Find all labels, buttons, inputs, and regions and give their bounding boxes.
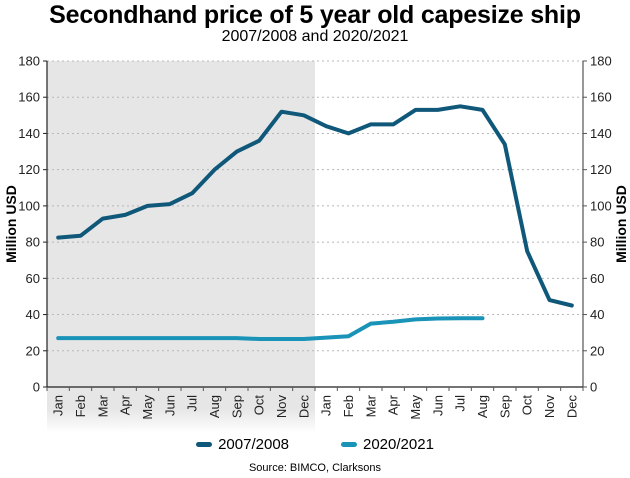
y-tick-label: 20: [26, 343, 40, 358]
x-tick-label: Mar: [95, 394, 110, 417]
y-tick-label: 80: [26, 235, 40, 250]
y-axis-left-ticks: 0 20 40 60 80 100 120 140 160 180: [18, 54, 47, 395]
x-tick-label: Aug: [475, 395, 490, 418]
y-tick-label-right: 100: [590, 198, 612, 213]
y-tick-label: 180: [18, 54, 40, 69]
y-tick-label-right: 20: [590, 343, 604, 358]
x-tick-label: Jun: [162, 395, 177, 416]
legend-label-2020-2021: 2020/2021: [363, 436, 434, 453]
legend-swatch-2020-2021: [341, 442, 357, 447]
series-line-2020-2021: [56, 316, 485, 341]
x-tick-label: Sep: [229, 395, 244, 418]
legend-swatch-2007-2008: [196, 442, 213, 447]
x-tick-label: Apr: [118, 394, 133, 415]
x-tick-label: Oct: [520, 395, 535, 416]
x-tick-label: May: [408, 395, 423, 420]
x-tick-label: Dec: [296, 395, 311, 419]
x-tick-label: Mar: [363, 394, 378, 417]
y-tick-label-right: 40: [590, 307, 604, 322]
x-tick-label: Feb: [73, 395, 88, 417]
y-tick-label-right: 160: [590, 90, 612, 105]
gridlines: [47, 60, 583, 352]
y-tick-label-right: 140: [590, 126, 612, 141]
y-axis-right-ticks: 0 20 40 60 80 100 120 140 160 180: [583, 54, 612, 395]
x-tick-label: Oct: [252, 395, 267, 416]
legend-item-2020-2021: 2020/2021: [341, 436, 434, 453]
x-tick-label: Sep: [497, 395, 512, 418]
y-tick-label-right: 120: [590, 162, 612, 177]
legend-label-2007-2008: 2007/2008: [218, 436, 289, 453]
chart-title: Secondhand price of 5 year old capesize …: [49, 1, 581, 29]
y-tick-label-right: 0: [590, 380, 597, 395]
x-tick-label: Jul: [185, 395, 200, 412]
legend: 2007/2008 2020/2021: [0, 436, 630, 453]
x-tick-label: Aug: [207, 395, 222, 418]
x-tick-label: Nov: [274, 395, 289, 419]
y-tick-label-right: 60: [590, 271, 604, 286]
y-axis-left-title: Million USD: [3, 185, 19, 263]
y-axis-right-title: Million USD: [613, 185, 629, 263]
x-tick-label: Jun: [430, 395, 445, 416]
source-note: Source: BIMCO, Clarksons: [248, 462, 382, 474]
x-tick-label: Dec: [564, 395, 579, 419]
y-tick-label: 60: [26, 271, 40, 286]
chart-subtitle: 2007/2008 and 2020/2021: [221, 28, 409, 45]
x-tick-label: Jan: [319, 395, 334, 416]
shaded-region: [47, 61, 315, 409]
x-tick-label: Nov: [542, 395, 557, 419]
series-line-2007-2008: [56, 104, 574, 308]
x-tick-label: Jul: [453, 395, 468, 412]
x-tick-label: Apr: [386, 394, 401, 415]
x-tick-label: May: [140, 395, 155, 420]
y-tick-label: 160: [18, 90, 40, 105]
x-axis-ticks: Jan Feb Mar Apr May Jun Jul Aug Sep Oct Nov Dec Jan F…: [46, 387, 584, 420]
legend-item-2007-2008: 2007/2008: [196, 436, 289, 453]
y-tick-label: 120: [18, 162, 40, 177]
y-tick-label: 0: [33, 380, 40, 395]
y-tick-label-right: 180: [590, 54, 612, 69]
y-tick-label: 140: [18, 126, 40, 141]
x-tick-label: Feb: [341, 395, 356, 417]
x-tick-label: Jan: [51, 395, 66, 416]
series-lines: [56, 104, 574, 341]
y-tick-label-right: 80: [590, 235, 604, 250]
shaded-region-fade: [47, 409, 315, 433]
y-tick-label: 40: [26, 307, 40, 322]
y-tick-label: 100: [18, 198, 40, 213]
